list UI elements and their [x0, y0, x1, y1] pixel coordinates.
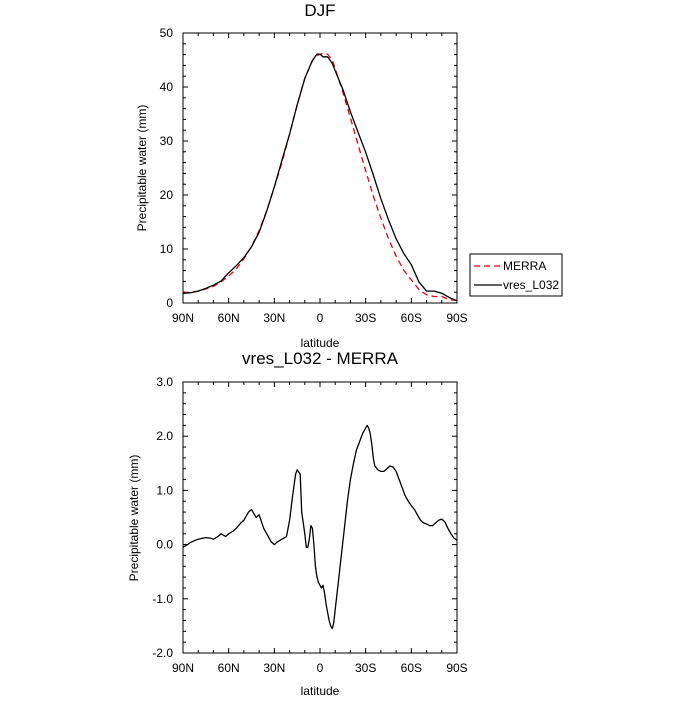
top-x-tick-label: 60N — [218, 311, 240, 325]
top-panel: DJF latitude Precipitable water (mm) 90N… — [135, 1, 468, 350]
bottom-y-tick-label: -2.0 — [152, 646, 173, 660]
bottom-y-tick-label: 1.0 — [156, 483, 173, 497]
top-y-tick-label: 30 — [160, 134, 174, 148]
top-y-axis-label: Precipitable water (mm) — [135, 105, 149, 232]
bottom-x-tick-label: 30S — [355, 661, 376, 675]
top-y-tick-label: 50 — [160, 26, 174, 40]
legend-label-merra: MERRA — [503, 259, 546, 273]
top-x-tick-label: 90S — [446, 311, 467, 325]
top-x-tick-label: 30N — [263, 311, 285, 325]
top-series-line-merra — [182, 52, 458, 301]
bottom-y-tick-label: -1.0 — [152, 592, 173, 606]
bottom-x-axis-label: latitude — [301, 684, 340, 698]
legend-box — [469, 253, 563, 297]
bottom-x-tick-label: 60S — [401, 661, 422, 675]
top-y-tick-label: 40 — [160, 80, 174, 94]
top-axes: 90N 60N 30N 0 30S 60S 90S 0 10 20 30 40 50 — [160, 26, 468, 325]
top-plot-frame — [182, 32, 458, 304]
bottom-axes: 90N 60N 30N 0 30S 60S 90S -2.0 -1.0 0.0 1.0 2.0 3.0 — [152, 375, 467, 675]
bottom-series-lines — [182, 424, 458, 630]
bottom-y-tick-label: 3.0 — [156, 375, 173, 389]
top-chart-title: DJF — [304, 1, 335, 20]
bottom-x-tick-label: 30N — [263, 661, 285, 675]
top-y-tick-label: 0 — [166, 296, 173, 310]
bottom-chart-title: vres_L032 - MERRA — [242, 349, 399, 368]
top-x-axis-label: latitude — [301, 336, 340, 350]
legend-label-vres: vres_L032 — [503, 278, 559, 292]
top-x-tick-label: 30S — [355, 311, 376, 325]
top-series-lines — [182, 52, 458, 302]
top-y-tick-label: 20 — [160, 188, 174, 202]
bottom-plot-frame — [182, 381, 458, 654]
top-x-tick-label: 90N — [172, 311, 194, 325]
top-y-tick-label: 10 — [160, 242, 174, 256]
legend: MERRA vres_L032 — [469, 253, 563, 297]
bottom-x-tick-label: 90S — [446, 661, 467, 675]
bottom-x-tick-label: 90N — [172, 661, 194, 675]
bottom-y-axis-label: Precipitable water (mm) — [127, 455, 141, 582]
bottom-x-tick-label: 0 — [317, 661, 324, 675]
bottom-y-tick-label: 2.0 — [156, 429, 173, 443]
bottom-panel: vres_L032 - MERRA latitude Precipitable … — [127, 349, 468, 698]
bottom-y-tick-label: 0.0 — [156, 538, 173, 552]
bottom-x-tick-label: 60N — [218, 661, 240, 675]
top-x-tick-label: 60S — [401, 311, 422, 325]
bottom-series-line-0 — [182, 424, 458, 630]
top-x-tick-label: 0 — [317, 311, 324, 325]
top-series-line-vres-l032 — [182, 53, 458, 302]
